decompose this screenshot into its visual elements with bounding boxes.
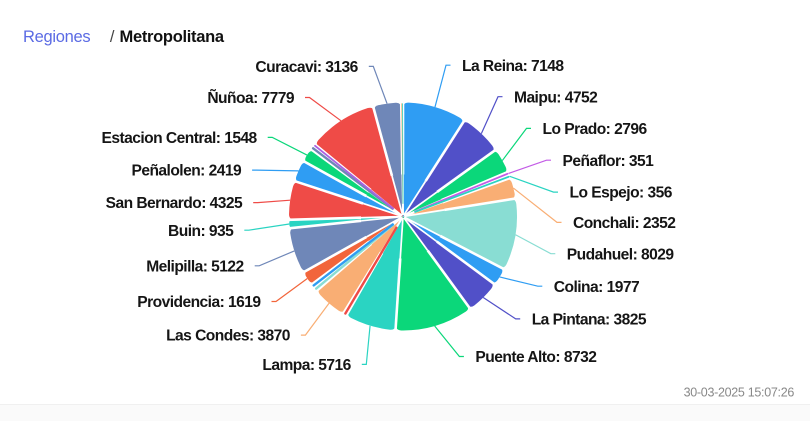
svg-text:Peñalolen: 2419: Peñalolen: 2419 (131, 163, 242, 180)
svg-text:Peñaflor: 351: Peñaflor: 351 (563, 153, 655, 170)
svg-text:Providencia: 1619: Providencia: 1619 (137, 294, 261, 311)
svg-text:Curacavi: 3136: Curacavi: 3136 (255, 59, 358, 76)
svg-text:Buin: 935: Buin: 935 (168, 223, 234, 240)
svg-text:Conchali: 2352: Conchali: 2352 (573, 215, 676, 232)
svg-text:30-03-2025 15:07:26: 30-03-2025 15:07:26 (684, 386, 795, 400)
svg-text:Puente Alto: 8732: Puente Alto: 8732 (475, 349, 597, 366)
svg-text:Pudahuel: 8029: Pudahuel: 8029 (567, 246, 675, 263)
svg-text:Lampa: 5716: Lampa: 5716 (262, 357, 351, 374)
svg-text:Las Condes: 3870: Las Condes: 3870 (166, 328, 291, 345)
svg-text:Regiones: Regiones (23, 28, 90, 46)
svg-text:Colina: 1977: Colina: 1977 (554, 279, 639, 296)
svg-text:Lo Prado: 2796: Lo Prado: 2796 (543, 121, 648, 138)
svg-text:Maipu: 4752: Maipu: 4752 (514, 89, 598, 106)
svg-text:San Bernardo: 4325: San Bernardo: 4325 (106, 195, 243, 212)
svg-text:Ñuñoa: 7779: Ñuñoa: 7779 (207, 87, 295, 107)
svg-text:Lo Espejo: 356: Lo Espejo: 356 (570, 185, 673, 202)
svg-text:La Pintana: 3825: La Pintana: 3825 (532, 312, 647, 329)
svg-text:Estacion Central: 1548: Estacion Central: 1548 (102, 130, 258, 147)
svg-text:Melipilla: 5122: Melipilla: 5122 (146, 258, 244, 275)
svg-text:Metropolitana: Metropolitana (120, 28, 225, 46)
svg-text:La Reina: 7148: La Reina: 7148 (462, 58, 564, 75)
svg-text:/: / (110, 28, 115, 46)
